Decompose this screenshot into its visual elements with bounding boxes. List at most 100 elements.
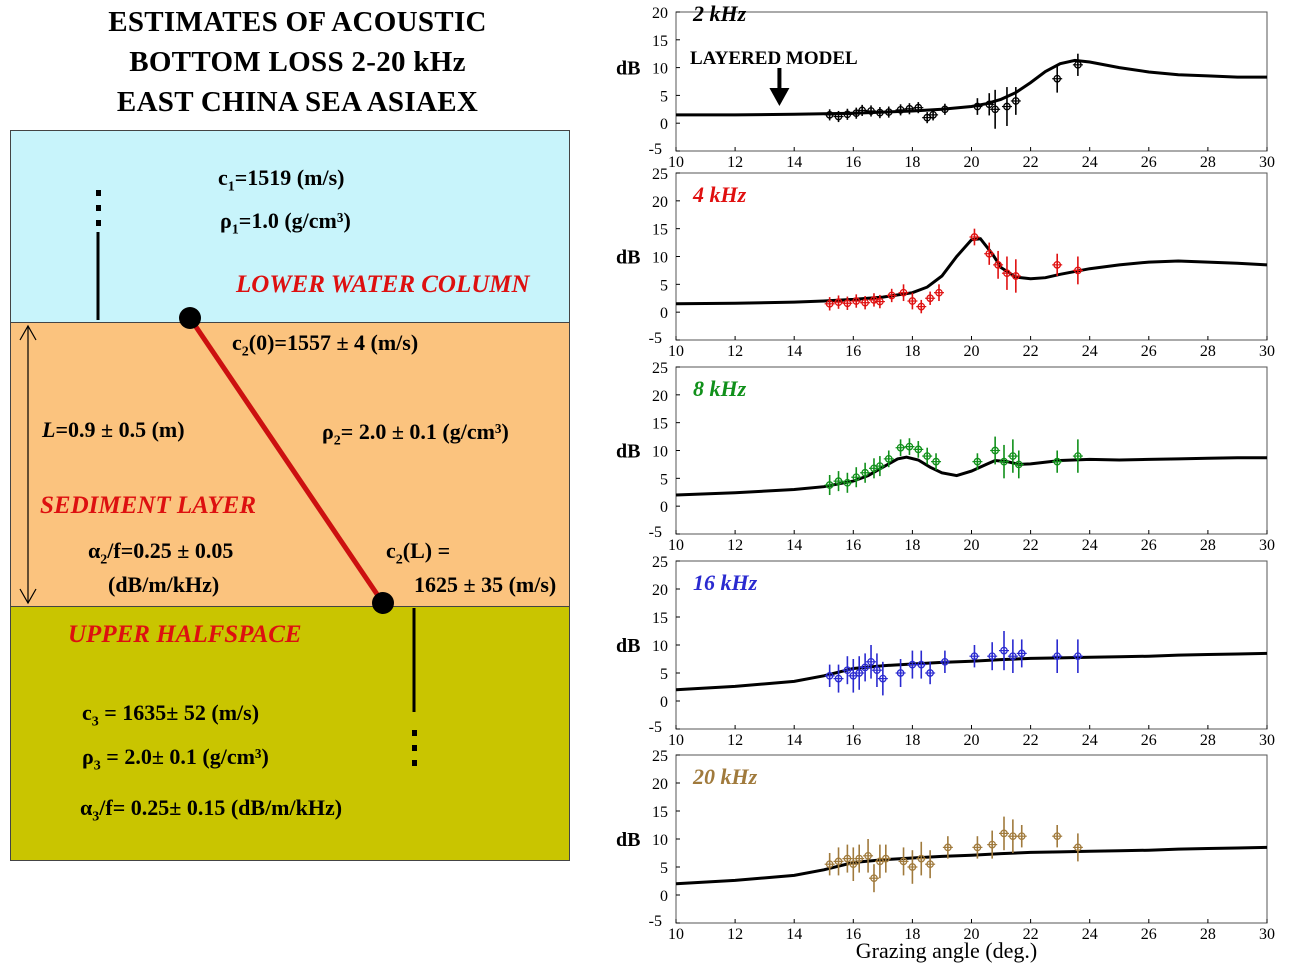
measurement-point [824, 297, 835, 311]
measurement-point [833, 110, 844, 123]
data-marker [849, 671, 858, 680]
water-depth-marker [96, 190, 101, 320]
measurement-point [842, 472, 853, 493]
chart-panel-3: -5 0 5 10 15 20 25 10 12 14 16 18 20 22 24 26 28 30 dB 8 kH… [616, 360, 1275, 554]
x-tick-label: 22 [1023, 732, 1039, 749]
measurement-point [922, 447, 933, 465]
x-tick-label: 16 [845, 732, 861, 749]
data-marker [858, 106, 867, 115]
measurement-point [1052, 825, 1063, 848]
data-marker [1053, 652, 1062, 661]
measurement-point [907, 292, 918, 310]
y-tick-label: 5 [660, 277, 668, 294]
measurement-point [928, 109, 939, 121]
data-marker [867, 107, 875, 115]
x-tick-label: 14 [786, 732, 802, 749]
measurement-point [931, 453, 942, 470]
measurement-point [860, 296, 871, 310]
x-tick-label: 12 [727, 343, 743, 360]
x-tick-label: 12 [727, 154, 743, 171]
x-tick-label: 18 [904, 154, 920, 171]
measurement-point [1072, 639, 1083, 673]
bottom-loss-charts: -5 0 5 10 15 20 10 12 14 16 18 20 22 24 26 28 30 dB 2 kHz L… [616, 1, 1275, 963]
data-marker [973, 457, 982, 466]
y-tick-label: 10 [652, 832, 668, 849]
x-tick-label: 18 [904, 537, 920, 554]
data-marker [1003, 269, 1011, 278]
data-marker [908, 660, 917, 669]
x-tick-label: 26 [1141, 926, 1157, 943]
data-marker [973, 843, 982, 852]
sediment-density-label: ρ2= 2.0 ± 0.1 (g/cm³) [322, 419, 509, 449]
measurement-point [833, 847, 844, 876]
water-density-label: ρ1=1.0 (g/cm³) [220, 208, 351, 238]
x-tick-label: 10 [668, 926, 684, 943]
measurement-point [972, 453, 983, 470]
data-marker [1009, 652, 1017, 661]
x-axis-label: Grazing angle (deg.) [856, 938, 1037, 963]
measurement-point [984, 242, 995, 265]
x-tick-label: 26 [1141, 343, 1157, 360]
measurement-point [1072, 439, 1083, 473]
data-marker [1053, 74, 1062, 83]
title-line-3: EAST CHINA SEA ASIAEX [116, 86, 479, 118]
y-tick-label: 20 [652, 194, 668, 211]
data-marker [1074, 266, 1082, 275]
data-marker [914, 103, 923, 112]
data-marker [926, 860, 934, 869]
data-marker [896, 443, 905, 452]
halfspace-attenuation-label: α3/f= 0.25± 0.15 (dB/m/kHz) [80, 795, 343, 825]
y-axis-label: dB [616, 441, 640, 463]
measurement-point [1072, 53, 1083, 76]
measurement-point [854, 844, 865, 873]
data-marker [881, 854, 890, 863]
data-marker [929, 111, 937, 119]
measurement-point [925, 661, 936, 685]
data-marker [926, 294, 934, 303]
data-marker [991, 105, 999, 114]
sound-speed-gradient-line [187, 316, 386, 605]
data-marker [852, 109, 861, 118]
data-marker [1074, 452, 1082, 460]
y-tick-label: 20 [652, 388, 668, 405]
data-marker [899, 288, 908, 297]
measurement-point [833, 664, 844, 693]
y-tick-label: 10 [652, 444, 668, 461]
data-marker [985, 100, 994, 109]
data-marker [867, 657, 875, 666]
x-tick-label: 22 [1023, 926, 1039, 943]
data-marker [843, 299, 852, 308]
y-tick-label: 25 [652, 360, 668, 377]
y-tick-label: 10 [652, 250, 668, 267]
data-marker [944, 843, 952, 852]
measurement-point [868, 864, 879, 893]
plot-frame [675, 172, 1268, 341]
y-tick-label: 10 [652, 61, 668, 78]
measurement-point [907, 850, 918, 884]
measurement-point [1007, 439, 1018, 473]
data-marker [825, 860, 834, 869]
measurement-point [999, 816, 1010, 851]
sediment-bottom-sound-speed-value: 1625 ± 35 (m/s) [414, 572, 557, 597]
x-tick-label: 20 [964, 343, 980, 360]
measurement-point [848, 847, 859, 881]
data-marker [861, 468, 869, 477]
measurement-point [916, 650, 927, 679]
sediment-attenuation-label: α2/f=0.25 ± 0.05 [88, 538, 234, 568]
x-tick-label: 30 [1259, 343, 1275, 360]
x-tick-label: 18 [904, 343, 920, 360]
y-tick-label: 5 [660, 860, 668, 877]
y-tick-label: -5 [649, 330, 662, 347]
data-marker [849, 860, 858, 869]
y-tick-label: 20 [652, 776, 668, 793]
measurement-point [1013, 450, 1024, 479]
data-marker [1074, 843, 1082, 852]
data-marker [852, 473, 861, 482]
x-tick-label: 30 [1259, 732, 1275, 749]
measurement-point [874, 294, 885, 309]
chart-panel-5: -5 0 5 10 15 20 25 10 12 14 16 18 20 22 24 26 28 30 dB 20 k… [616, 748, 1275, 963]
y-tick-label: 25 [652, 166, 668, 183]
data-marker [1009, 452, 1017, 460]
y-tick-label: 0 [660, 116, 668, 133]
data-marker [1074, 652, 1082, 661]
